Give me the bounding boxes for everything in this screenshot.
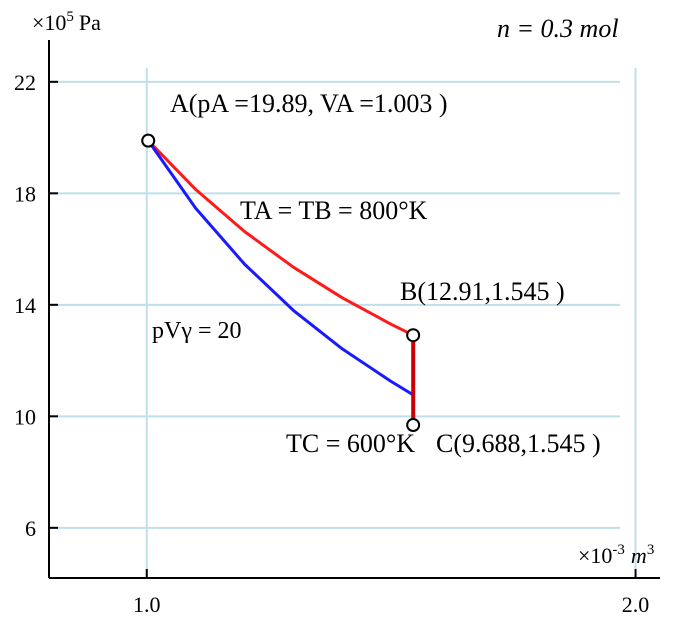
point-c-label: C(9.688,1.545 ) [436,429,601,458]
y-tick-label: 18 [14,181,36,206]
series-line-1 [147,139,414,337]
point-marker-c [406,418,421,433]
point-markers [141,133,421,433]
series-line-2 [146,139,414,397]
series-group [146,139,416,425]
point-b-label: B(12.91,1.545 ) [400,277,565,306]
point-a-label: A(pA =19.89, VA =1.003 ) [170,89,448,118]
y-tick-label: 10 [14,404,36,429]
y-axis-unit-label: ×105 Pa [32,9,101,35]
y-tick-label: 22 [14,70,36,95]
x-axis-unit-label: ×10-3 m3 [578,542,654,568]
y-tick-label: 6 [25,516,36,541]
temperature-c-label: TC = 600°K [286,429,415,458]
moles-label: n = 0.3 mol [497,14,619,43]
point-marker-a [141,133,156,148]
ticks: 6 10 14 18 22 1.0 2.0 [14,70,649,617]
isotherm-temperature-label: TA = TB = 800°K [240,196,428,225]
point-marker-b [406,328,421,343]
y-tick-label: 14 [14,293,36,318]
x-tick-label: 2.0 [622,592,650,617]
grid [49,68,637,578]
adiabat-label: pVγ = 20 [152,318,241,344]
axes [48,40,660,579]
x-tick-label: 1.0 [133,592,161,617]
